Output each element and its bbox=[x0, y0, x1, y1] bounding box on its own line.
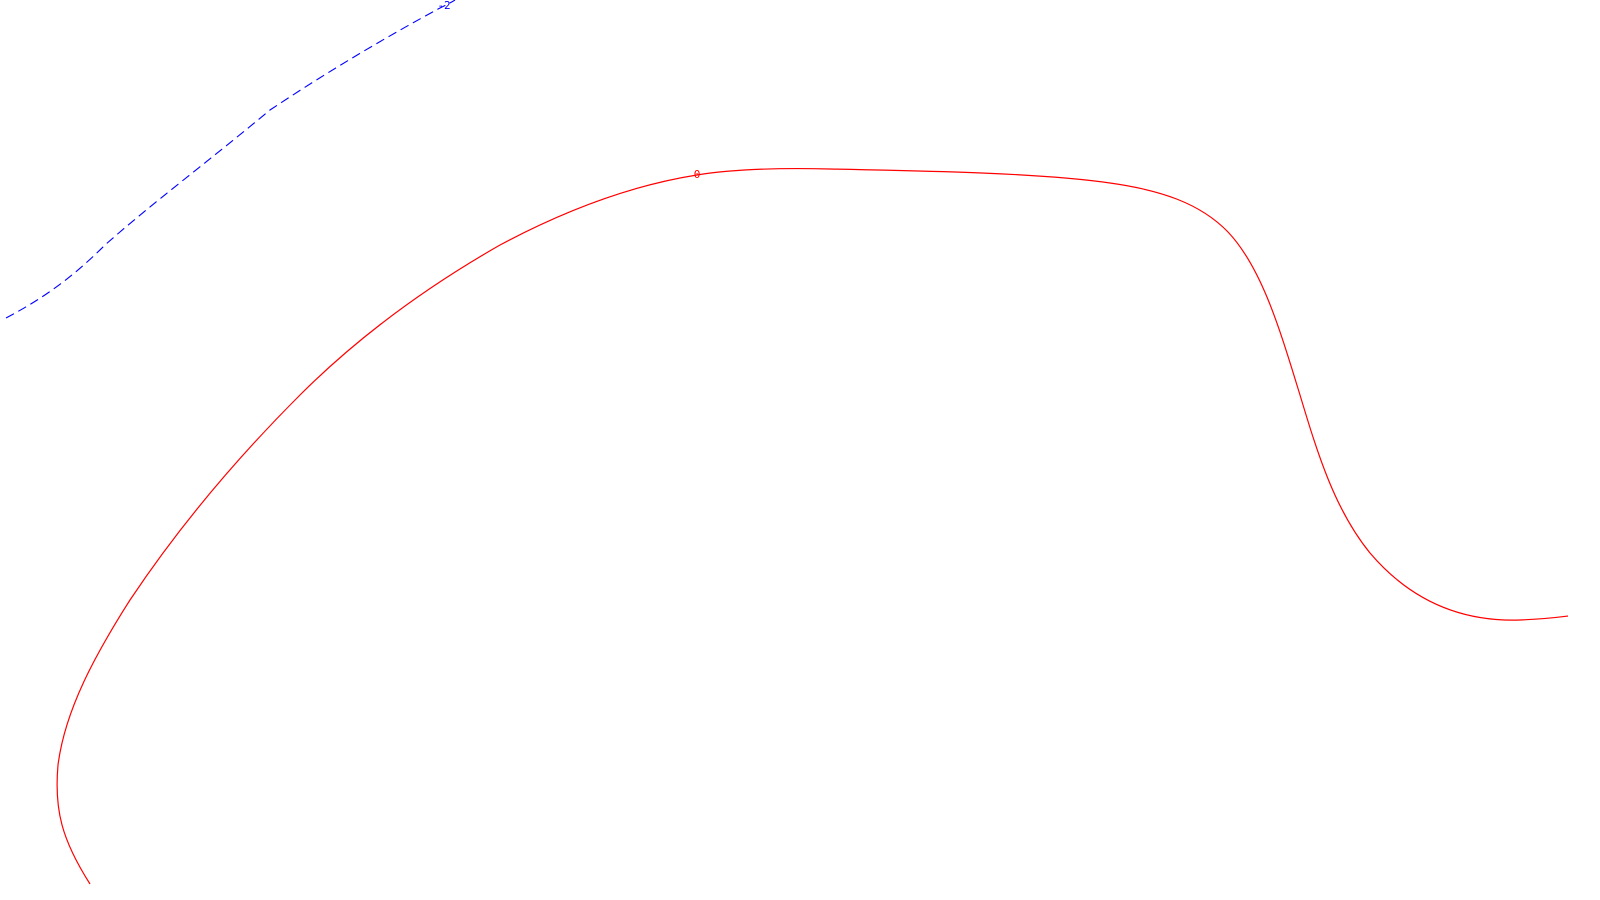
contour-line-level-0 bbox=[696, 167, 1569, 621]
contour-level-0: 0 bbox=[56, 167, 1569, 885]
contour-label-level-0: 0 bbox=[694, 168, 701, 181]
contour-line-level-neg2 bbox=[5, 0, 456, 319]
contour-level-neg2: -2 bbox=[5, 0, 456, 319]
contour-label-level-neg2: -2 bbox=[437, 0, 450, 12]
contour-line-level-0-left bbox=[56, 174, 698, 885]
